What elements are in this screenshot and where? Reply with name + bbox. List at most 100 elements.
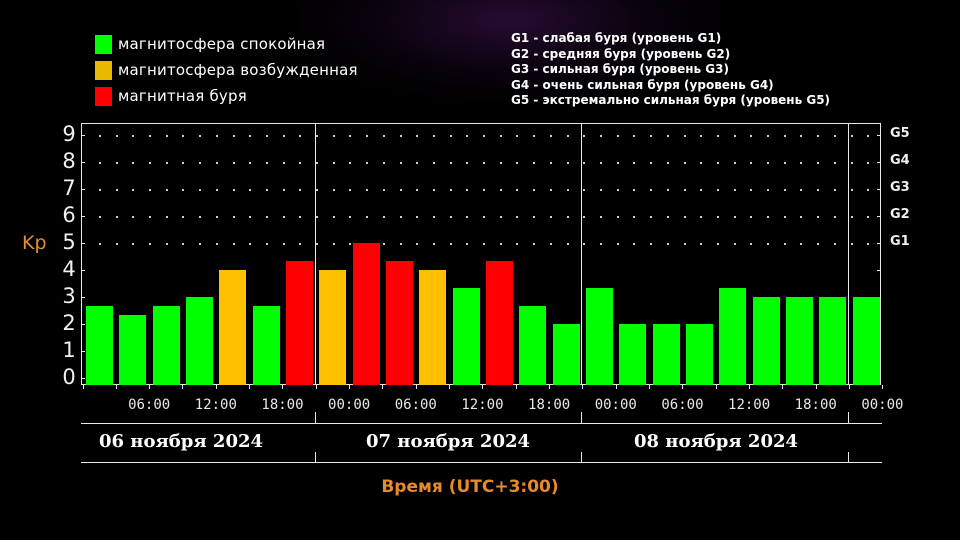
x-tick-label: 18:00 — [528, 397, 571, 413]
grid-dot — [650, 243, 652, 245]
grid-dot — [349, 216, 351, 218]
y-tick-label: 1 — [62, 338, 76, 362]
kp-bar — [152, 305, 180, 385]
g-level-item: G4 - очень сильная буря (уровень G4) — [511, 77, 774, 92]
y-tick — [81, 216, 85, 217]
grid-dot — [667, 162, 669, 164]
kp-bar — [585, 288, 613, 385]
x-tick — [316, 385, 317, 389]
grid-dot — [182, 243, 184, 245]
date-separator-lower — [581, 452, 582, 462]
grid-dot — [784, 243, 786, 245]
grid-dot — [583, 135, 585, 137]
grid-dot — [784, 216, 786, 218]
grid-dot — [533, 189, 535, 191]
date-separator-upper — [315, 412, 316, 423]
grid-dot — [700, 216, 702, 218]
date-band-top — [81, 423, 882, 424]
x-tick — [349, 385, 350, 389]
grid-dot — [533, 243, 535, 245]
grid-dot — [851, 162, 853, 164]
x-tick-label: 18:00 — [794, 397, 837, 413]
grid-dot — [767, 243, 769, 245]
grid-dot — [299, 162, 301, 164]
y-tick — [81, 162, 85, 163]
grid-dot — [734, 216, 736, 218]
grid-dot — [667, 216, 669, 218]
grid-dot — [416, 135, 418, 137]
grid-dot — [182, 135, 184, 137]
grid-dot — [633, 189, 635, 191]
grid-dot — [600, 189, 602, 191]
grid-dot — [283, 135, 285, 137]
grid-dot — [717, 135, 719, 137]
x-tick — [882, 385, 883, 389]
grid-dot — [316, 135, 318, 137]
grid-dot — [283, 162, 285, 164]
y-tick-right — [877, 270, 881, 271]
grid-dot — [316, 162, 318, 164]
kp-bar — [619, 324, 647, 385]
grid-dot — [550, 162, 552, 164]
grid-dot — [366, 216, 368, 218]
grid-dot — [617, 243, 619, 245]
grid-dot — [516, 189, 518, 191]
legend-item-active: магнитосфера возбужденная — [95, 57, 358, 83]
x-tick — [182, 385, 183, 389]
grid-dot — [800, 243, 802, 245]
grid-dot — [617, 162, 619, 164]
date-separator-upper — [848, 412, 849, 423]
grid-dot — [166, 243, 168, 245]
orange-swatch-icon — [95, 60, 112, 80]
grid-dot — [533, 135, 535, 137]
grid-dot — [366, 162, 368, 164]
grid-dot — [533, 216, 535, 218]
plot-area — [81, 123, 881, 385]
kp-bar — [752, 297, 780, 385]
x-tick — [282, 385, 283, 389]
x-tick-label: 12:00 — [461, 397, 504, 413]
grid-dot — [333, 216, 335, 218]
grid-dot — [266, 162, 268, 164]
grid-dot — [667, 189, 669, 191]
grid-dot — [700, 189, 702, 191]
grid-dot — [817, 216, 819, 218]
grid-dot — [383, 243, 385, 245]
g-level-label: G4 — [890, 153, 910, 168]
y-tick-label: 4 — [62, 257, 76, 281]
x-tick-label: 06:00 — [661, 397, 704, 413]
grid-dot — [266, 243, 268, 245]
grid-dot — [583, 243, 585, 245]
grid-dot — [567, 135, 569, 137]
grid-dot — [684, 189, 686, 191]
grid-dot — [867, 189, 869, 191]
x-tick — [816, 385, 817, 389]
grid-dot — [433, 189, 435, 191]
x-tick — [482, 385, 483, 389]
grid-dot — [500, 162, 502, 164]
grid-dot — [116, 135, 118, 137]
y-tick — [81, 243, 85, 244]
kp-bar — [452, 288, 480, 385]
y-tick — [81, 351, 85, 352]
green-swatch-icon — [95, 34, 112, 54]
grid-dot — [800, 189, 802, 191]
grid-dot — [199, 243, 201, 245]
grid-dot — [633, 135, 635, 137]
grid-dot — [600, 243, 602, 245]
grid-dot — [784, 162, 786, 164]
grid-dot — [717, 216, 719, 218]
day-separator — [315, 123, 316, 385]
grid-dot — [867, 135, 869, 137]
grid-dot — [550, 189, 552, 191]
grid-dot — [633, 216, 635, 218]
grid-dot — [500, 135, 502, 137]
day-separator — [848, 123, 849, 385]
grid-dot — [433, 216, 435, 218]
grid-dot — [650, 189, 652, 191]
x-tick — [449, 385, 450, 389]
x-tick — [416, 385, 417, 389]
grid-dot — [132, 162, 134, 164]
grid-dot — [633, 162, 635, 164]
kp-bar — [119, 315, 147, 385]
